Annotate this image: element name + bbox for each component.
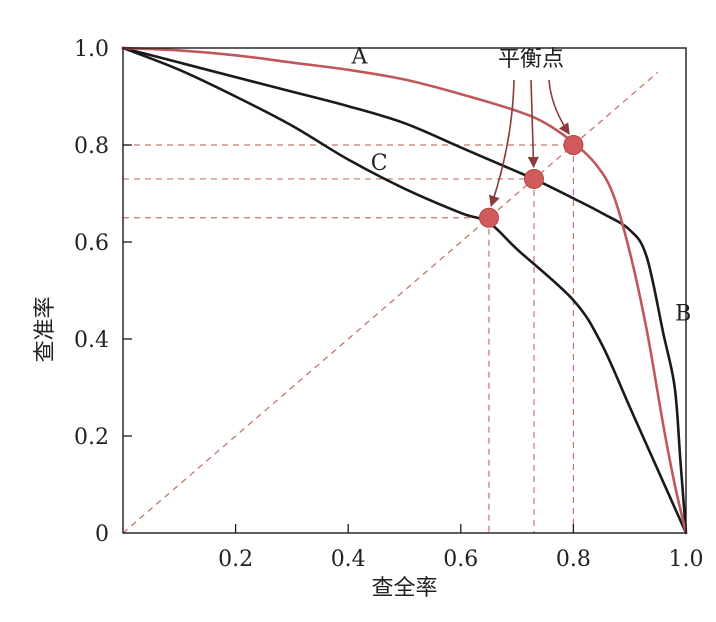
break-even-guide-lines: [123, 144, 575, 533]
break-even-point: [478, 207, 499, 228]
annotation-arrow: [548, 79, 570, 135]
x-tick-label: 0.2: [218, 547, 253, 572]
y-tick-label: 1.0: [74, 37, 109, 62]
break-even-point: [563, 135, 584, 155]
y-axis-label: 查准率: [33, 296, 58, 362]
curve-label-b: B: [675, 301, 691, 326]
x-tick-label: 1.0: [669, 547, 704, 572]
y-tick-label: 0: [95, 522, 109, 547]
annotation-arrow: [489, 79, 515, 208]
y-tick-label: 0.6: [74, 231, 109, 256]
curve-a-line: [121, 46, 688, 535]
plot-frame: [122, 47, 687, 534]
break-even-point: [523, 168, 544, 189]
x-tick-label: 0.6: [443, 547, 478, 572]
axes-group: [122, 47, 687, 534]
y-tick-label: 0.4: [74, 328, 109, 353]
curve-label-c: C: [371, 151, 388, 176]
break-even-annotation: 平衡点: [498, 47, 564, 72]
annotation-arrows-group: [489, 79, 570, 208]
labels-group: 查全率 查准率 平衡点 A B C: [33, 44, 691, 601]
ticks-group: 0.2 0.4 0.6 0.8 1.0 0 0.2 0.4 0.6 0.8 1.0: [74, 37, 704, 572]
x-tick-label: 0.8: [556, 547, 591, 572]
y-tick-label: 0.2: [74, 425, 109, 450]
break-even-points-group: [478, 135, 584, 228]
curve-label-a: A: [351, 44, 369, 69]
x-tick-label: 0.4: [331, 547, 366, 572]
x-axis-label: 查全率: [371, 576, 437, 601]
annotation-arrow: [527, 79, 539, 169]
y-tick-label: 0.8: [74, 134, 109, 159]
